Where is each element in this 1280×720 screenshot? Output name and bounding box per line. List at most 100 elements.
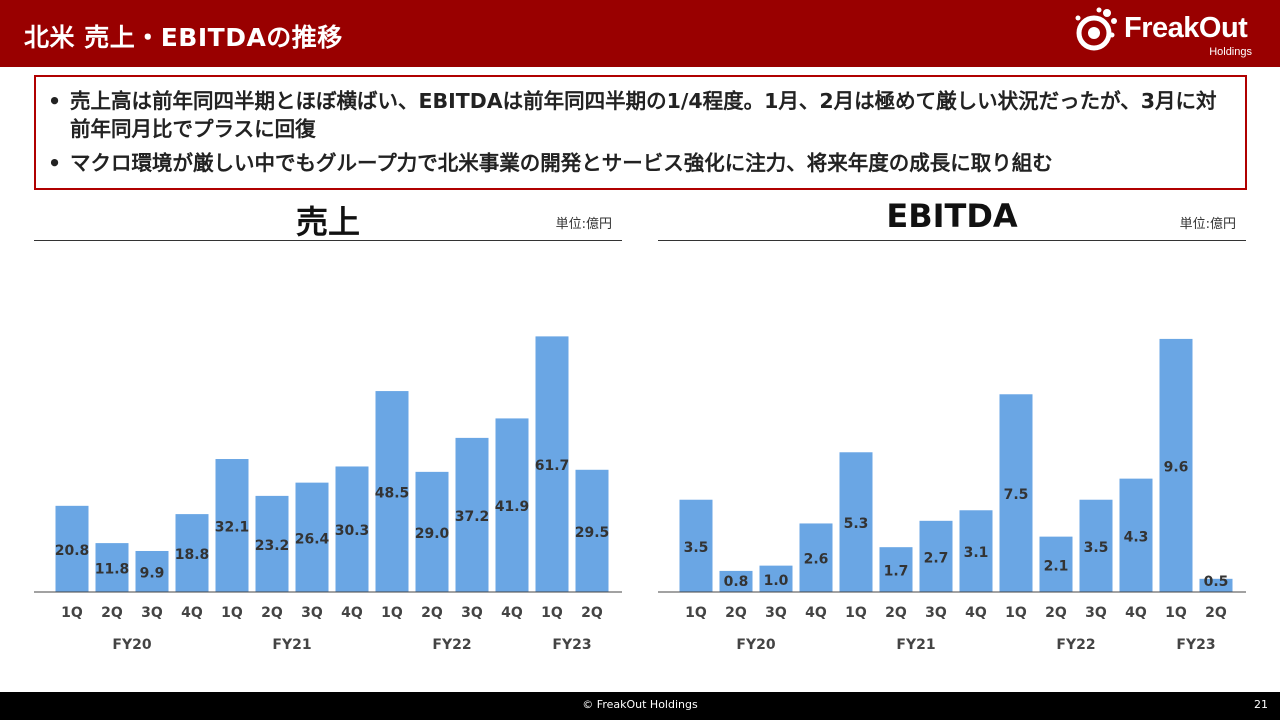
x-tick-label: 1Q — [685, 605, 707, 621]
bar — [959, 510, 993, 592]
chart-title: EBITDA — [886, 197, 1018, 235]
x-tick-label: 2Q — [1045, 605, 1067, 621]
data-label: 11.8 — [95, 562, 130, 578]
sales-bar-chart: 20.8 1Q 11.8 2Q 9.9 3Q 18.8 4Q 32.1 1Q 23.2 2Q 26.4 3… — [34, 336, 622, 653]
bar — [55, 505, 89, 592]
bar — [295, 482, 329, 592]
x-tick-label: 3Q — [925, 605, 947, 621]
x-tick-label: 3Q — [461, 605, 483, 621]
x-tick-label: 2Q — [261, 605, 283, 621]
data-label: 20.8 — [55, 543, 90, 559]
header-bar: 北米 売上・EBITDAの推移 FreakOut Holdings — [0, 0, 1280, 67]
bar — [255, 495, 289, 592]
x-tick-label: 3Q — [1085, 605, 1107, 621]
bar — [415, 471, 449, 592]
bar — [375, 391, 409, 592]
data-label: 61.7 — [535, 458, 570, 474]
x-tick-label: 1Q — [61, 605, 83, 621]
x-tick-label: 2Q — [421, 605, 443, 621]
bar — [215, 459, 249, 592]
bar — [879, 547, 913, 592]
bar — [1119, 478, 1153, 592]
bar — [759, 565, 793, 592]
bar — [535, 336, 569, 592]
data-label: 2.7 — [924, 550, 949, 566]
x-tick-label: 4Q — [805, 605, 827, 621]
bar — [575, 469, 609, 592]
summary-bullet: マクロ環境が厳しい中でもグループ力で北米事業の開発とサービス強化に注力、将来年度… — [48, 149, 1233, 177]
bar — [799, 523, 833, 592]
chart-unit-label: 単位:億円 — [555, 217, 612, 232]
data-label: 1.0 — [764, 573, 789, 589]
x-tick-label: 1Q — [221, 605, 243, 621]
x-tick-label: 2Q — [885, 605, 907, 621]
fiscal-year-label: FY20 — [736, 637, 775, 653]
bar — [175, 514, 209, 592]
data-label: 48.5 — [375, 486, 410, 502]
sales-chart-panel: 売上 単位:億円 20.8 1Q 11.8 2Q 9.9 3Q 18.8 4Q 32.1 1Q 23… — [34, 195, 622, 665]
data-label: 9.9 — [140, 565, 165, 581]
data-label: 5.3 — [844, 516, 869, 532]
bar — [335, 466, 369, 592]
x-tick-label: 1Q — [381, 605, 403, 621]
data-label: 0.8 — [724, 574, 749, 590]
bar — [135, 550, 169, 592]
page-title: 北米 売上・EBITDAの推移 — [24, 23, 343, 52]
ebitda-chart-panel: EBITDA 単位:億円 3.5 1Q 0.8 2Q 1.0 3Q 2.6 4Q 5.3 1Q 1.… — [658, 195, 1246, 665]
bar — [495, 418, 529, 592]
x-tick-label: 1Q — [541, 605, 563, 621]
summary-bullet: 売上高は前年同四半期とほぼ横ばい、EBITDAは前年同四半期の1/4程度。1月、… — [48, 87, 1233, 143]
x-tick-label: 4Q — [501, 605, 523, 621]
logo-wordmark: FreakOut — [1124, 12, 1248, 44]
title-divider — [658, 240, 1246, 241]
x-tick-label: 2Q — [725, 605, 747, 621]
data-label: 3.1 — [964, 545, 989, 561]
data-label: 18.8 — [175, 547, 210, 563]
ebitda-bar-chart: 3.5 1Q 0.8 2Q 1.0 3Q 2.6 4Q 5.3 1Q 1.7 2Q 2.7 3Q 3.1 4Q… — [658, 338, 1246, 653]
data-label: 30.3 — [335, 523, 370, 539]
fiscal-year-label: FY23 — [552, 637, 591, 653]
data-label: 26.4 — [295, 531, 330, 547]
x-tick-label: 3Q — [765, 605, 787, 621]
logo-subtext: Holdings — [1209, 46, 1252, 58]
bar — [999, 394, 1033, 592]
bar — [719, 570, 753, 592]
bar — [1039, 536, 1073, 592]
data-label: 23.2 — [255, 538, 290, 554]
x-tick-label: 3Q — [141, 605, 163, 621]
fiscal-year-label: FY22 — [1056, 637, 1095, 653]
data-label: 29.5 — [575, 525, 610, 541]
bar — [919, 520, 953, 592]
fiscal-year-label: FY21 — [896, 637, 935, 653]
x-tick-label: 2Q — [101, 605, 123, 621]
chart-unit-label: 単位:億円 — [1179, 217, 1236, 232]
bar — [95, 543, 129, 592]
data-label: 4.3 — [1124, 529, 1149, 545]
data-label: 37.2 — [455, 509, 490, 525]
footer-bar: © FreakOut Holdings 21 — [0, 692, 1280, 720]
data-label: 3.5 — [684, 540, 709, 556]
data-label: 41.9 — [495, 499, 530, 515]
x-tick-label: 2Q — [581, 605, 603, 621]
freakout-logo: FreakOut Holdings — [1072, 6, 1252, 62]
title-divider — [34, 240, 622, 241]
fiscal-year-label: FY23 — [1176, 637, 1215, 653]
footer-copyright: © FreakOut Holdings — [582, 698, 698, 711]
page-number: 21 — [1254, 698, 1268, 711]
bar — [839, 452, 873, 592]
data-label: 0.5 — [1204, 574, 1229, 590]
x-tick-label: 4Q — [181, 605, 203, 621]
bar — [1199, 578, 1233, 592]
logo-mark-icon — [1075, 7, 1117, 51]
data-label: 3.5 — [1084, 540, 1109, 556]
data-label: 2.1 — [1044, 558, 1069, 574]
x-tick-label: 1Q — [845, 605, 867, 621]
x-tick-label: 3Q — [301, 605, 323, 621]
bar — [1079, 499, 1113, 592]
fiscal-year-label: FY20 — [112, 637, 151, 653]
x-tick-label: 4Q — [965, 605, 987, 621]
data-label: 9.6 — [1164, 459, 1189, 475]
summary-box: 売上高は前年同四半期とほぼ横ばい、EBITDAは前年同四半期の1/4程度。1月、… — [34, 75, 1247, 190]
data-label: 2.6 — [804, 552, 829, 568]
x-tick-label: 1Q — [1165, 605, 1187, 621]
